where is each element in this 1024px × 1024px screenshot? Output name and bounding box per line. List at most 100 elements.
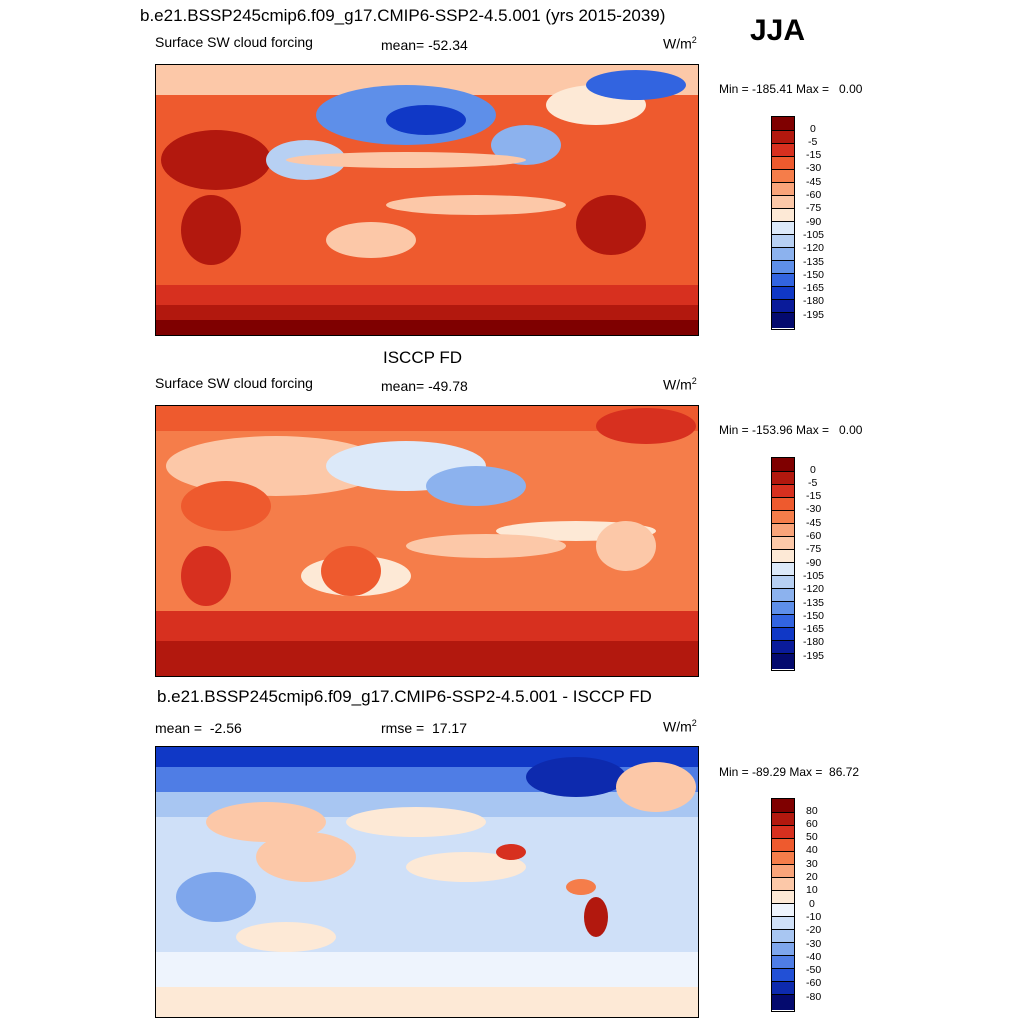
- panel1-colorbar-tick: -150: [803, 269, 825, 281]
- panel1-colorbar-tick: -90: [806, 216, 822, 228]
- panel3-colorbar-tick: 40: [806, 844, 818, 856]
- panel3-units-text: W/m: [663, 718, 692, 735]
- panel3-colorbar-swatch: [772, 826, 794, 839]
- panel2-units: W/m2: [663, 376, 697, 393]
- panel1-units-sup: 2: [691, 35, 697, 45]
- panel2-colorbar-swatch: [772, 576, 794, 589]
- panel2-colorbar-swatch: [772, 458, 794, 472]
- panel3-title: b.e21.BSSP245cmip6.f09_g17.CMIP6-SSP2-4.…: [157, 687, 652, 706]
- panel1-title: b.e21.BSSP245cmip6.f09_g17.CMIP6-SSP2-4.…: [140, 6, 666, 25]
- panel3-colorbar-tick: -20: [806, 924, 822, 936]
- panel3-colorbar-tick: 10: [806, 884, 818, 896]
- panel1-colorbar-swatch: [772, 170, 794, 183]
- panel1-colorbar-tick: -120: [803, 242, 825, 254]
- panel1-colorbar-swatch: [772, 117, 794, 131]
- panel1-colorbar-swatch: [772, 196, 794, 209]
- panel1-colorbar-swatch: [772, 144, 794, 157]
- panel2-colorbar-tick: -180: [803, 636, 825, 648]
- panel3-colorbar-swatch: [772, 982, 794, 995]
- panel3-mean: mean = -2.56: [155, 720, 242, 736]
- panel2-colorbar-swatch: [772, 511, 794, 524]
- panel3-colorbar-swatch: [772, 930, 794, 943]
- panel2-minmax: Min = -153.96 Max = 0.00: [719, 423, 863, 437]
- panel3-colorbar-swatch: [772, 904, 794, 917]
- panel3-colorbar-swatch: [772, 878, 794, 891]
- panel1-mean: mean= -52.34: [381, 37, 468, 53]
- panel2-colorbar-swatch: [772, 472, 794, 485]
- panel1-colorbar-tick: -75: [806, 202, 822, 214]
- panel1-colorbar-tick: -45: [806, 176, 822, 188]
- panel2-colorbar-swatch: [772, 615, 794, 628]
- panel2-colorbar-swatch: [772, 485, 794, 498]
- panel2-map: [155, 405, 699, 677]
- panel1-colorbar-tick: -15: [806, 149, 822, 161]
- panel2-colorbar-tick: -5: [808, 477, 818, 489]
- panel3-colorbar-swatch: [772, 943, 794, 956]
- panel1-map: [155, 64, 699, 336]
- panel1-map-field: [156, 65, 698, 335]
- panel1-colorbar-swatch: [772, 235, 794, 248]
- panel3-colorbar-swatch: [772, 917, 794, 930]
- panel1-colorbar-tick: -5: [808, 136, 818, 148]
- panel3-rmse: rmse = 17.17: [381, 720, 467, 736]
- panel2-colorbar-tick: -60: [806, 530, 822, 542]
- panel2-colorbar-swatch: [772, 654, 794, 669]
- panel3-units-sup: 2: [691, 718, 697, 728]
- panel3-colorbar-swatch: [772, 865, 794, 878]
- panel2-colorbar: [771, 457, 795, 671]
- panel3-colorbar-swatch: [772, 839, 794, 852]
- panel3-colorbar-tick: -10: [806, 911, 822, 923]
- panel3-colorbar-tick: -40: [806, 951, 822, 963]
- panel3-minmax: Min = -89.29 Max = 86.72: [719, 765, 860, 779]
- panel3-colorbar-swatch: [772, 969, 794, 982]
- panel1-colorbar-swatch: [772, 131, 794, 144]
- panel2-colorbar-tick: -75: [806, 543, 822, 555]
- panel3-colorbar-tick: -60: [806, 977, 822, 989]
- panel1-colorbar-swatch: [772, 287, 794, 300]
- panel3-colorbar-tick: 0: [809, 898, 815, 910]
- panel3-colorbar-tick: -50: [806, 964, 822, 976]
- panel2-colorbar-tick: -90: [806, 557, 822, 569]
- panel2-colorbar-swatch: [772, 641, 794, 654]
- panel3-colorbar: [771, 798, 795, 1012]
- panel2-colorbar-tick: -45: [806, 517, 822, 529]
- panel3-colorbar-tick: 20: [806, 871, 818, 883]
- panel1-colorbar-tick: -165: [803, 282, 825, 294]
- panel2-colorbar-swatch: [772, 602, 794, 615]
- panel1-colorbar-tick: -135: [803, 256, 825, 268]
- panel3-colorbar-tick: 80: [806, 805, 818, 817]
- panel3-colorbar-tick: 50: [806, 831, 818, 843]
- panel1-units-text: W/m: [663, 35, 692, 52]
- panel2-colorbar-tick: -15: [806, 490, 822, 502]
- panel3-colorbar-swatch: [772, 891, 794, 904]
- panel3-colorbar-swatch: [772, 852, 794, 865]
- panel3-colorbar-tick: -80: [806, 991, 822, 1003]
- panel3-colorbar-tick: 60: [806, 818, 818, 830]
- panel2-units-text: W/m: [663, 376, 692, 393]
- panel1-colorbar-tick: 0: [810, 123, 816, 135]
- panel1-colorbar-swatch: [772, 209, 794, 222]
- panel3-map-field: [156, 747, 698, 1017]
- panel1-colorbar: [771, 116, 795, 330]
- panel2-colorbar-tick: -150: [803, 610, 825, 622]
- panel1-colorbar-tick: -60: [806, 189, 822, 201]
- panel1-colorbar-swatch: [772, 300, 794, 313]
- panel1-colorbar-tick: -105: [803, 229, 825, 241]
- panel2-colorbar-swatch: [772, 628, 794, 641]
- panel2-colorbar-swatch: [772, 498, 794, 511]
- panel2-map-field: [156, 406, 698, 676]
- panel1-colorbar-swatch: [772, 248, 794, 261]
- panel2-title: ISCCP FD: [383, 348, 463, 367]
- panel1-colorbar-swatch: [772, 222, 794, 235]
- panel2-colorbar-swatch: [772, 537, 794, 550]
- panel3-colorbar-swatch: [772, 995, 794, 1010]
- panel2-colorbar-swatch: [772, 563, 794, 576]
- panel2-units-sup: 2: [691, 376, 697, 386]
- panel2-colorbar-swatch: [772, 589, 794, 602]
- panel1-colorbar-swatch: [772, 183, 794, 196]
- season-label: JJA: [750, 14, 806, 47]
- panel3-map: [155, 746, 699, 1018]
- panel3-colorbar-tick: 30: [806, 858, 818, 870]
- panel2-mean: mean= -49.78: [381, 378, 468, 394]
- panel1-colorbar-tick: -195: [803, 309, 825, 321]
